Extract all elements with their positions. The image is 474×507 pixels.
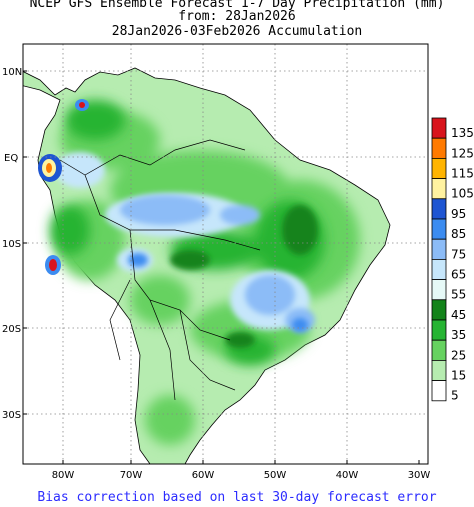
legend-label: 95 xyxy=(451,207,466,221)
legend-swatch xyxy=(431,157,447,179)
forecast-start: from: 28Jan2026 xyxy=(178,9,296,24)
lon-label-60w: 60W xyxy=(192,470,215,481)
lon-label-70w: 70W xyxy=(120,470,143,481)
legend-swatch xyxy=(431,198,447,220)
lat-label-30s: 30S xyxy=(2,410,21,421)
lat-label-eq: EQ xyxy=(4,153,18,164)
legend-label: 55 xyxy=(451,288,466,302)
legend-swatch xyxy=(431,117,447,139)
grid-lines xyxy=(23,44,428,464)
bias-correction-note: Bias correction based on last 30-day for… xyxy=(37,490,437,505)
legend-label: 5 xyxy=(451,389,459,403)
legend-swatch xyxy=(431,319,447,341)
map-field xyxy=(23,44,428,464)
legend-label: 15 xyxy=(451,369,466,383)
legend-label: 85 xyxy=(451,227,466,241)
legend-label: 65 xyxy=(451,268,466,282)
legend-swatch xyxy=(431,299,447,321)
legend-swatch xyxy=(431,258,447,280)
legend-swatch xyxy=(431,178,447,200)
lat-label-10n: 10N xyxy=(2,67,22,78)
legend-label: 75 xyxy=(451,247,466,261)
legend-label: 45 xyxy=(451,308,466,322)
lon-label-30w: 30W xyxy=(408,470,431,481)
legend-label: 125 xyxy=(451,146,474,160)
lon-label-80w: 80W xyxy=(52,470,75,481)
legend-swatch xyxy=(431,238,447,260)
axis-ticks xyxy=(23,70,420,464)
legend-label: 105 xyxy=(451,187,474,201)
legend-swatch xyxy=(431,218,447,240)
legend-label: 135 xyxy=(451,126,474,140)
country-borders xyxy=(59,139,261,401)
legend-swatch xyxy=(431,279,447,301)
legend-swatch xyxy=(431,137,447,159)
map-title: NCEP GFS Ensemble Forecast 1-7 Day Preci… xyxy=(29,0,445,11)
map-frame xyxy=(22,43,429,465)
rain-hotspots xyxy=(38,99,89,275)
legend-swatch xyxy=(431,339,447,361)
accumulation-period: 28Jan2026-03Feb2026 Accumulation xyxy=(111,24,363,39)
lat-label-10s: 10S xyxy=(2,239,21,250)
legend-label: 115 xyxy=(451,167,474,181)
legend-label: 35 xyxy=(451,328,466,342)
legend-swatch xyxy=(431,359,447,381)
legend-swatch xyxy=(431,380,447,402)
legend-label: 25 xyxy=(451,348,466,362)
color-legend: 135 125 115 105 95 85 75 65 55 45 35 25 15 5 xyxy=(431,117,474,403)
lon-label-50w: 50W xyxy=(264,470,287,481)
lon-label-40w: 40W xyxy=(336,470,359,481)
rain-45-55 xyxy=(170,205,318,348)
lat-label-20s: 20S xyxy=(2,324,21,335)
